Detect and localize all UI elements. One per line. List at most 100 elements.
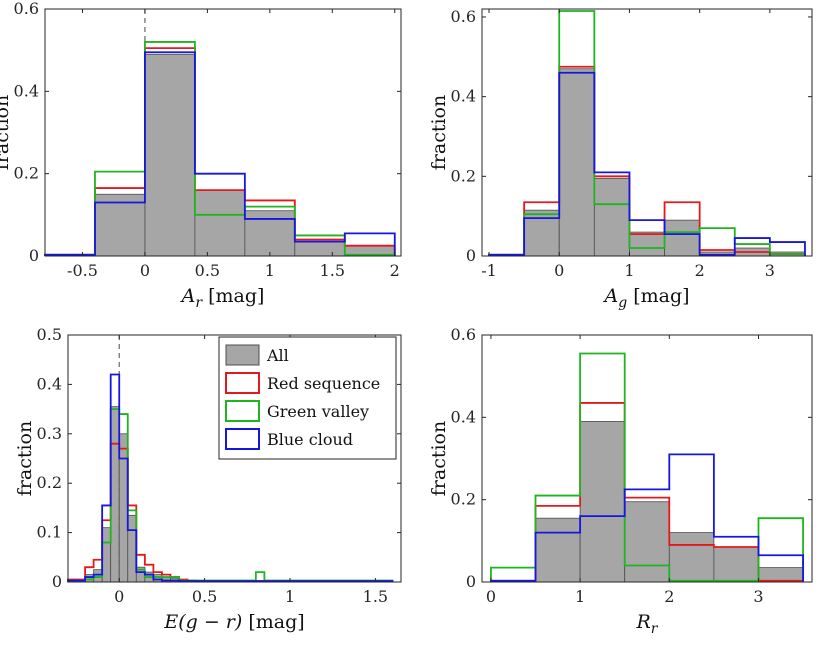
bar-all-bottom-right	[624, 501, 670, 583]
bar-all-bottom-left	[101, 527, 112, 583]
y-tick-label-top-right: 0.2	[451, 166, 476, 185]
bar-all-bottom-left	[84, 574, 95, 583]
bar-all-top-left	[144, 53, 196, 257]
bar-all-bottom-right	[579, 421, 626, 583]
x-tick-label-bottom-right: 1	[575, 587, 585, 606]
y-tick-label-top-right: 0	[466, 246, 476, 265]
bar-all-bottom-right	[713, 546, 759, 583]
bar-all-top-left	[244, 210, 296, 257]
axes-frame-top-right	[481, 8, 813, 257]
series-blue-bottom-left	[67, 373, 394, 582]
x-tick-label-bottom-right: 0	[486, 587, 496, 606]
series-blue-top-right	[488, 71, 806, 256]
x-axis-label-bottom-left: E(g − r) [mag]	[163, 611, 304, 633]
legend-label-red: Red sequence	[267, 374, 380, 393]
bar-all-top-right	[664, 219, 701, 257]
y-tick-label-bottom-right: 0.4	[451, 407, 476, 426]
bar-all-bottom-left	[127, 514, 137, 583]
x-tick-label-top-left: 0	[140, 261, 150, 280]
bar-all-bottom-left	[118, 433, 129, 583]
x-tick-label-bottom-left: 1.5	[363, 587, 388, 606]
x-axis-label-unit: [mag]	[242, 611, 304, 633]
bar-all-top-right	[523, 209, 560, 257]
bar-all-bottom-right	[535, 517, 581, 583]
x-tick-label-bottom-right: 2	[664, 587, 674, 606]
series-green-top-right	[488, 10, 806, 256]
x-axis-label-symbol: E(g − r)	[163, 611, 242, 633]
y-tick-label-bottom-left: 0.2	[37, 473, 62, 492]
legend-label-green: Green valley	[267, 402, 369, 421]
x-axis-label-subscript: r	[195, 295, 203, 311]
y-axis-label-bottom-left: fraction	[14, 421, 36, 496]
x-tick-label-top-right: -1	[481, 261, 497, 280]
panel-top-right: -1 0 1 2 3 0 0.2 0.4 0.6 fraction Ag [mag]	[428, 7, 813, 311]
bar-all-top-right	[558, 68, 595, 257]
y-axis-label-top-right: fraction	[428, 95, 450, 170]
x-axis-label-symbol: A	[180, 285, 196, 307]
x-axis-label-unit: [mag]	[202, 285, 264, 307]
bar-all-top-left	[94, 193, 146, 257]
axes-frame-bottom-right	[481, 334, 813, 583]
bar-all-bottom-left	[152, 574, 163, 583]
y-tick-label-bottom-right: 0.2	[451, 490, 476, 509]
legend-swatch-green	[225, 400, 260, 422]
y-tick-label-top-left: 0.2	[14, 164, 39, 183]
x-tick-label-top-right: 2	[695, 261, 705, 280]
x-tick-label-top-left: 2	[390, 261, 400, 280]
legend: All Red sequence Green valley Blue cloud	[218, 336, 397, 460]
series-blue-bottom-right	[490, 453, 804, 582]
y-tick-label-bottom-left: 0.1	[37, 523, 62, 542]
legend-swatch-all	[225, 344, 260, 366]
x-axis-label-unit: [mag]	[627, 285, 689, 307]
axes-frame-bottom-left	[67, 334, 402, 583]
legend-label-blue: Blue cloud	[267, 430, 353, 449]
x-tick-label-top-left: 1.5	[320, 261, 345, 280]
y-tick-label-top-right: 0.6	[451, 7, 476, 26]
y-tick-label-top-left: 0.6	[14, 0, 39, 18]
bar-all-top-right	[593, 177, 630, 257]
x-axis-label-subscript: r	[651, 621, 659, 637]
x-tick-label-top-right: 3	[765, 261, 775, 280]
bar-all-bottom-right	[758, 567, 804, 583]
y-tick-label-bottom-right: 0.6	[451, 325, 476, 344]
y-tick-label-bottom-left: 0	[52, 572, 62, 591]
x-axis-label-top-right: Ag [mag]	[602, 285, 689, 311]
x-axis-label-subscript: g	[618, 295, 627, 311]
bar-all-bottom-left	[93, 569, 103, 583]
x-tick-label-top-left: 0.5	[195, 261, 220, 280]
y-tick-label-bottom-right: 0	[466, 572, 476, 591]
panel-bottom-right: 0 1 2 3 0 0.2 0.4 0.6 fraction Rr	[428, 325, 813, 637]
series-blue-top-left	[44, 51, 396, 256]
bar-all-top-left	[194, 189, 246, 257]
y-tick-label-bottom-left: 0.5	[37, 325, 62, 344]
y-tick-label-top-left: 0	[29, 246, 39, 265]
x-tick-label-bottom-right: 3	[753, 587, 763, 606]
x-tick-label-top-left: -0.5	[67, 261, 98, 280]
legend-label-all: All	[266, 346, 289, 365]
axes-frame-top-left	[44, 8, 402, 257]
y-tick-label-bottom-left: 0.3	[37, 424, 62, 443]
legend-swatch-blue	[225, 428, 260, 450]
x-axis-label-symbol: R	[635, 611, 650, 633]
x-tick-label-top-left: 1	[265, 261, 275, 280]
y-axis-label-bottom-right: fraction	[428, 421, 450, 496]
y-axis-label-top-left: fraction	[0, 95, 13, 170]
bar-all-top-right	[629, 231, 665, 257]
legend-swatch-red	[225, 372, 260, 394]
x-axis-label-symbol: A	[602, 285, 618, 307]
x-tick-label-bottom-left: 0	[114, 587, 124, 606]
y-tick-label-top-right: 0.4	[451, 87, 476, 106]
bar-all-bottom-left	[110, 406, 120, 583]
panel-top-left: -0.5 0 0.5 1 1.5 2 0 0.2 0.4 0.6 fraction Ar [mag]	[0, 0, 402, 311]
x-tick-label-bottom-left: 0.5	[192, 587, 217, 606]
x-axis-label-bottom-right: Rr	[635, 611, 658, 637]
series-red-top-right	[488, 65, 806, 256]
x-axis-label-top-left: Ar [mag]	[180, 285, 265, 311]
bar-all-bottom-right	[668, 532, 715, 583]
x-tick-label-top-right: 0	[554, 261, 564, 280]
x-tick-label-top-right: 1	[624, 261, 634, 280]
x-tick-label-bottom-left: 1	[285, 587, 295, 606]
y-tick-label-top-left: 0.4	[14, 81, 39, 100]
